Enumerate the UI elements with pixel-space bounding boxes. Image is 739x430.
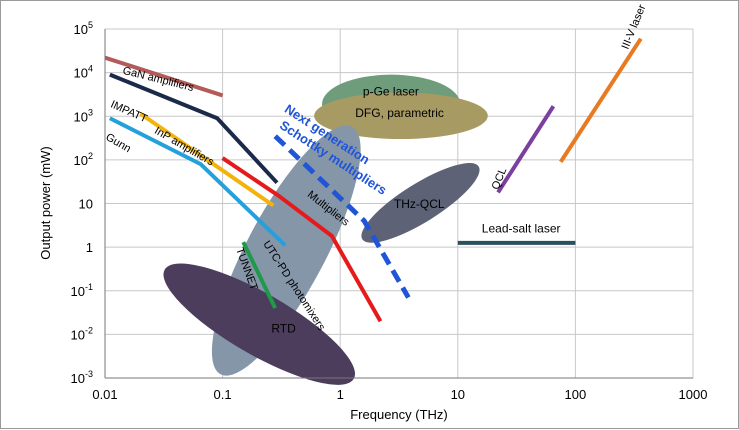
series-multipliers	[221, 156, 383, 323]
series-next-generation-schottky-multipliers	[273, 134, 411, 299]
technology-regions	[163, 74, 488, 385]
series-tunnett	[241, 241, 277, 309]
region-rtd	[163, 263, 356, 385]
x-tick-label: 1	[337, 387, 344, 402]
x-tick-label: 1000	[679, 387, 708, 402]
series-inp-amplifiers	[139, 111, 275, 208]
y-tick-labels: 10-3 10-2 10-1 1 10 102 103 104 105	[71, 20, 93, 386]
y-tick-label: 103	[74, 107, 93, 124]
x-axis-title: Frequency (THz)	[350, 407, 448, 422]
x-tick-label: 10	[451, 387, 465, 402]
axes	[104, 29, 693, 379]
x-tick-label: 0.1	[214, 387, 232, 402]
series-impatt	[109, 72, 279, 185]
x-tick-labels: 0.01 0.1 1 10 100 1000	[92, 387, 707, 402]
y-tick-label: 105	[74, 20, 93, 37]
label-p-ge-laser: p-Ge laser	[363, 84, 419, 98]
y-tick-label: 10-1	[71, 282, 93, 299]
series-gan-amplifiers	[104, 55, 224, 98]
x-tick-label: 100	[565, 387, 587, 402]
y-tick-label: 102	[74, 151, 93, 168]
label-lead-salt-laser: Lead-salt laser	[482, 222, 561, 236]
y-tick-label: 10-2	[71, 325, 93, 342]
label-rtd: RTD	[271, 322, 296, 336]
region-thz-qcl	[361, 163, 480, 243]
y-tick-label: 1	[86, 240, 93, 255]
y-tick-label: 104	[74, 64, 93, 81]
y-tick-label: 10-3	[71, 369, 93, 386]
y-tick-label: 10	[79, 197, 93, 212]
series-gunn	[108, 116, 287, 247]
series-iii-v-laser	[559, 37, 643, 163]
label-dfg-parametric: DFG, parametric	[355, 106, 444, 120]
series-qcl	[496, 105, 556, 194]
label-thz-qcl: THz-QCL	[394, 197, 445, 211]
x-tick-label: 0.01	[92, 387, 117, 402]
technology-lines	[104, 37, 643, 323]
region-dfg-parametric	[314, 92, 488, 140]
y-axis-title: Output power (mW)	[38, 146, 53, 259]
